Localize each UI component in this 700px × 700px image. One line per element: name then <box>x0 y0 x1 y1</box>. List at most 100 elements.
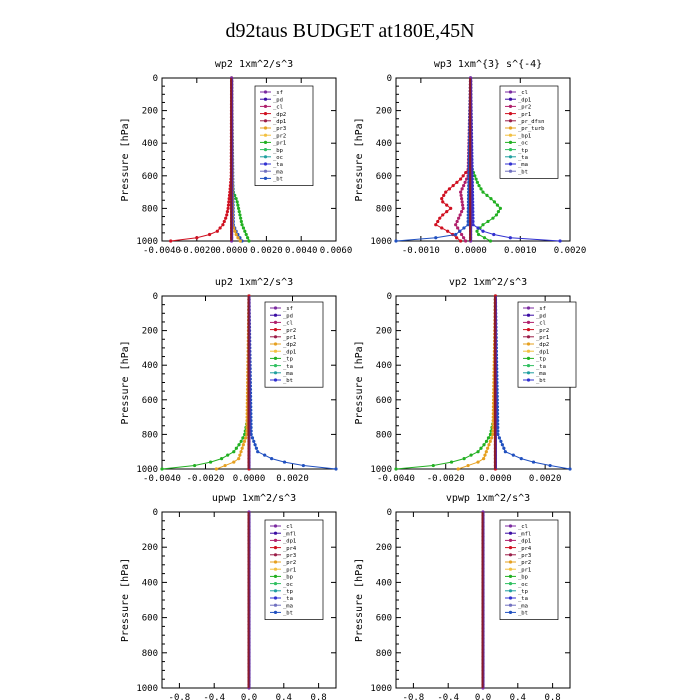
series-point <box>459 239 463 243</box>
chart-panel: wp3 1xm^{3} s^{-4} Pressure [hPa] 0 200 400 6… <box>354 59 586 256</box>
legend-label: _pr1 <box>283 567 296 573</box>
legend-marker <box>508 553 513 557</box>
series-point <box>489 197 493 201</box>
legend-marker <box>263 155 268 159</box>
legend-marker <box>508 603 513 607</box>
series-point <box>301 463 305 468</box>
series-point <box>477 183 481 188</box>
series-point <box>215 229 219 233</box>
series-point <box>458 213 462 217</box>
series-point <box>219 457 224 461</box>
series-point <box>239 219 243 224</box>
legend-marker <box>273 320 278 324</box>
y-tick-label: 200 <box>376 543 392 553</box>
y-tick-label: 400 <box>376 139 392 149</box>
legend-label: _cl <box>518 90 528 96</box>
series-point <box>455 219 459 224</box>
x-tick-label: 0.0020 <box>554 246 587 256</box>
series-point <box>466 223 470 227</box>
x-tick-label: -0.0020 <box>187 474 225 484</box>
legend-label: _pr2 <box>518 560 531 566</box>
series-point <box>242 439 247 443</box>
series-point <box>232 450 236 454</box>
legend-label: _pr3 <box>273 126 286 132</box>
series-point <box>208 460 213 464</box>
legend-label: _cl <box>273 105 283 111</box>
series-point <box>226 453 230 457</box>
x-tick-label: -0.0040 <box>143 246 181 256</box>
legend-marker <box>273 524 278 528</box>
series-point <box>254 446 258 450</box>
legend-label: _pd <box>283 313 293 319</box>
series-point <box>236 206 241 210</box>
legend-label: _pr1 <box>518 112 531 118</box>
y-tick-label: 1000 <box>136 237 158 247</box>
series-point <box>241 443 245 447</box>
legend-marker <box>508 155 513 159</box>
legend-marker <box>508 546 513 550</box>
series-point <box>466 463 470 468</box>
legend-marker <box>263 90 268 94</box>
series-point <box>458 229 462 233</box>
legend-marker <box>263 133 268 137</box>
legend-label: _dp1 <box>518 539 531 545</box>
series-point <box>270 457 274 461</box>
legend-marker <box>273 364 278 368</box>
legend-label: _pr2 <box>273 133 286 139</box>
y-tick-label: 0 <box>387 292 392 302</box>
legend-marker <box>263 97 268 101</box>
legend-label: _pr3 <box>283 553 296 559</box>
series-line <box>161 295 250 470</box>
series-point <box>461 206 465 210</box>
series-point <box>234 446 238 450</box>
x-tick-label: 0.0000 <box>215 246 248 256</box>
y-axis-label: Pressure [hPa] <box>354 558 365 642</box>
legend-label: _pr1 <box>536 335 549 341</box>
y-tick-label: 600 <box>376 396 392 406</box>
chart-panel: upwp 1xm^2/s^3 Pressure [hPa] 0 200 400 600 80… <box>120 493 337 700</box>
series-point <box>482 457 486 461</box>
series-point <box>466 219 470 224</box>
legend-label: _pd <box>273 97 283 103</box>
legend-label: _pr1 <box>273 141 286 147</box>
y-axis-label: Pressure [hPa] <box>120 340 131 424</box>
legend-marker <box>508 596 513 600</box>
chart-panel: up2 1xm^2/s^3 Pressure [hPa] 0 200 400 600 800… <box>120 277 338 484</box>
legend-marker <box>273 538 278 543</box>
legend-label: _bp <box>273 148 283 154</box>
series-point <box>494 213 499 217</box>
series-point <box>475 229 479 233</box>
legend-label: _bt <box>283 378 293 384</box>
y-tick-label: 200 <box>376 327 392 337</box>
legend-marker <box>526 320 531 324</box>
series-point <box>462 183 466 188</box>
series-point <box>207 232 212 237</box>
legend-marker <box>508 126 513 130</box>
series-point <box>486 446 490 450</box>
legend-label: _oc <box>273 155 283 161</box>
series-point <box>508 236 512 240</box>
y-tick-label: 200 <box>376 107 392 117</box>
series-point <box>558 239 562 243</box>
legend-marker <box>273 546 278 550</box>
legend-marker <box>273 589 278 593</box>
series-point <box>484 439 489 443</box>
chart-title: up2 1xm^2/s^3 <box>215 277 293 288</box>
series-point <box>445 203 449 207</box>
legend-label: _pr_turb <box>518 126 545 132</box>
legend-marker <box>273 313 278 317</box>
series-point <box>234 197 238 201</box>
series-point <box>496 210 501 214</box>
series-point <box>227 200 231 204</box>
series-point <box>503 450 507 454</box>
legend-label: _ta <box>518 155 528 161</box>
x-tick-label: -0.0020 <box>178 246 216 256</box>
series-point <box>471 219 475 224</box>
series-point <box>438 216 442 220</box>
legend-marker <box>526 364 531 368</box>
series-point <box>476 226 480 230</box>
legend-marker <box>263 140 268 144</box>
series-point <box>476 232 481 237</box>
chart-title: upwp 1xm^2/s^3 <box>212 493 296 504</box>
